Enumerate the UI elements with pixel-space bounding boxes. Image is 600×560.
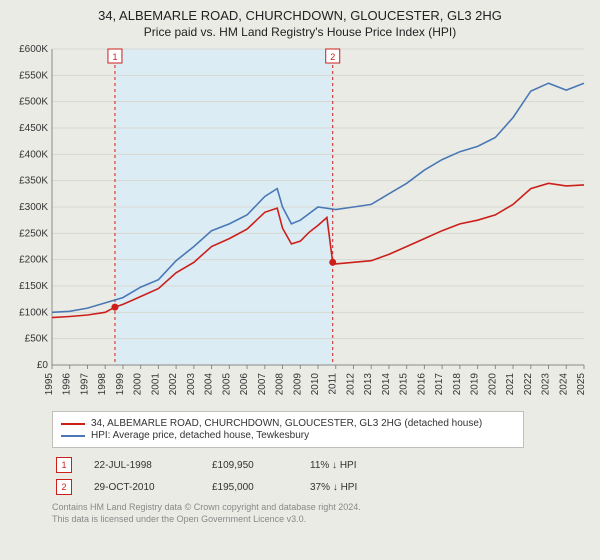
svg-text:2001: 2001 (150, 373, 161, 396)
svg-text:2017: 2017 (434, 373, 445, 396)
event-delta-2: 37% ↓ HPI (306, 476, 524, 498)
svg-text:2015: 2015 (399, 373, 410, 396)
svg-text:£250K: £250K (19, 228, 48, 239)
svg-text:£50K: £50K (25, 334, 49, 345)
chart-title: 34, ALBEMARLE ROAD, CHURCHDOWN, GLOUCEST… (8, 8, 592, 23)
svg-text:2019: 2019 (470, 373, 481, 396)
event-marker-1: 1 (56, 457, 72, 473)
svg-text:£550K: £550K (19, 70, 48, 81)
svg-text:2011: 2011 (328, 373, 339, 395)
svg-text:2009: 2009 (292, 373, 303, 396)
svg-text:£200K: £200K (19, 255, 48, 266)
svg-text:2008: 2008 (275, 373, 286, 396)
svg-text:2020: 2020 (487, 373, 498, 396)
svg-text:2004: 2004 (204, 373, 215, 396)
svg-text:2024: 2024 (558, 373, 569, 396)
svg-text:£450K: £450K (19, 123, 48, 134)
svg-text:2002: 2002 (168, 373, 179, 396)
svg-text:2023: 2023 (541, 373, 552, 396)
svg-text:2013: 2013 (363, 373, 374, 396)
svg-text:2005: 2005 (221, 373, 232, 396)
svg-text:2003: 2003 (186, 373, 197, 396)
event-date-2: 29-OCT-2010 (90, 476, 208, 498)
svg-text:1998: 1998 (97, 373, 108, 396)
svg-text:2025: 2025 (576, 373, 587, 396)
legend-swatch-0 (61, 423, 85, 425)
svg-text:£350K: £350K (19, 176, 48, 187)
svg-text:2007: 2007 (257, 373, 268, 396)
svg-text:£0: £0 (37, 360, 49, 371)
legend-swatch-1 (61, 435, 85, 437)
svg-text:2021: 2021 (505, 373, 516, 396)
event-table: 1 22-JUL-1998 £109,950 11% ↓ HPI 2 29-OC… (52, 454, 524, 498)
svg-text:1999: 1999 (115, 373, 126, 396)
svg-text:2006: 2006 (239, 373, 250, 396)
chart-subtitle: Price paid vs. HM Land Registry's House … (8, 25, 592, 39)
footer-attribution: Contains HM Land Registry data © Crown c… (52, 502, 524, 525)
svg-text:2012: 2012 (345, 373, 356, 396)
svg-text:2010: 2010 (310, 373, 321, 396)
svg-text:£100K: £100K (19, 307, 48, 318)
svg-text:£500K: £500K (19, 97, 48, 108)
event-delta-1: 11% ↓ HPI (306, 454, 524, 476)
svg-text:£400K: £400K (19, 149, 48, 160)
svg-text:1: 1 (112, 52, 117, 62)
legend-label-1: HPI: Average price, detached house, Tewk… (91, 430, 309, 441)
event-date-1: 22-JUL-1998 (90, 454, 208, 476)
svg-text:1997: 1997 (79, 373, 90, 396)
svg-text:£150K: £150K (19, 281, 48, 292)
svg-text:£300K: £300K (19, 202, 48, 213)
svg-text:£600K: £600K (19, 45, 48, 55)
legend-label-0: 34, ALBEMARLE ROAD, CHURCHDOWN, GLOUCEST… (91, 418, 482, 429)
svg-text:1996: 1996 (62, 373, 73, 396)
svg-text:2000: 2000 (133, 373, 144, 396)
svg-text:2014: 2014 (381, 373, 392, 396)
legend: 34, ALBEMARLE ROAD, CHURCHDOWN, GLOUCEST… (52, 411, 524, 448)
svg-text:2: 2 (330, 52, 335, 62)
chart-plot: £0 £50K £100K £150K £200K £250K £300K £350K £400… (8, 45, 592, 405)
event-marker-2: 2 (56, 479, 72, 495)
event-price-2: £195,000 (208, 476, 306, 498)
svg-text:1995: 1995 (44, 373, 55, 396)
svg-text:2022: 2022 (523, 373, 534, 396)
event-price-1: £109,950 (208, 454, 306, 476)
svg-text:2016: 2016 (416, 373, 427, 396)
svg-text:2018: 2018 (452, 373, 463, 396)
